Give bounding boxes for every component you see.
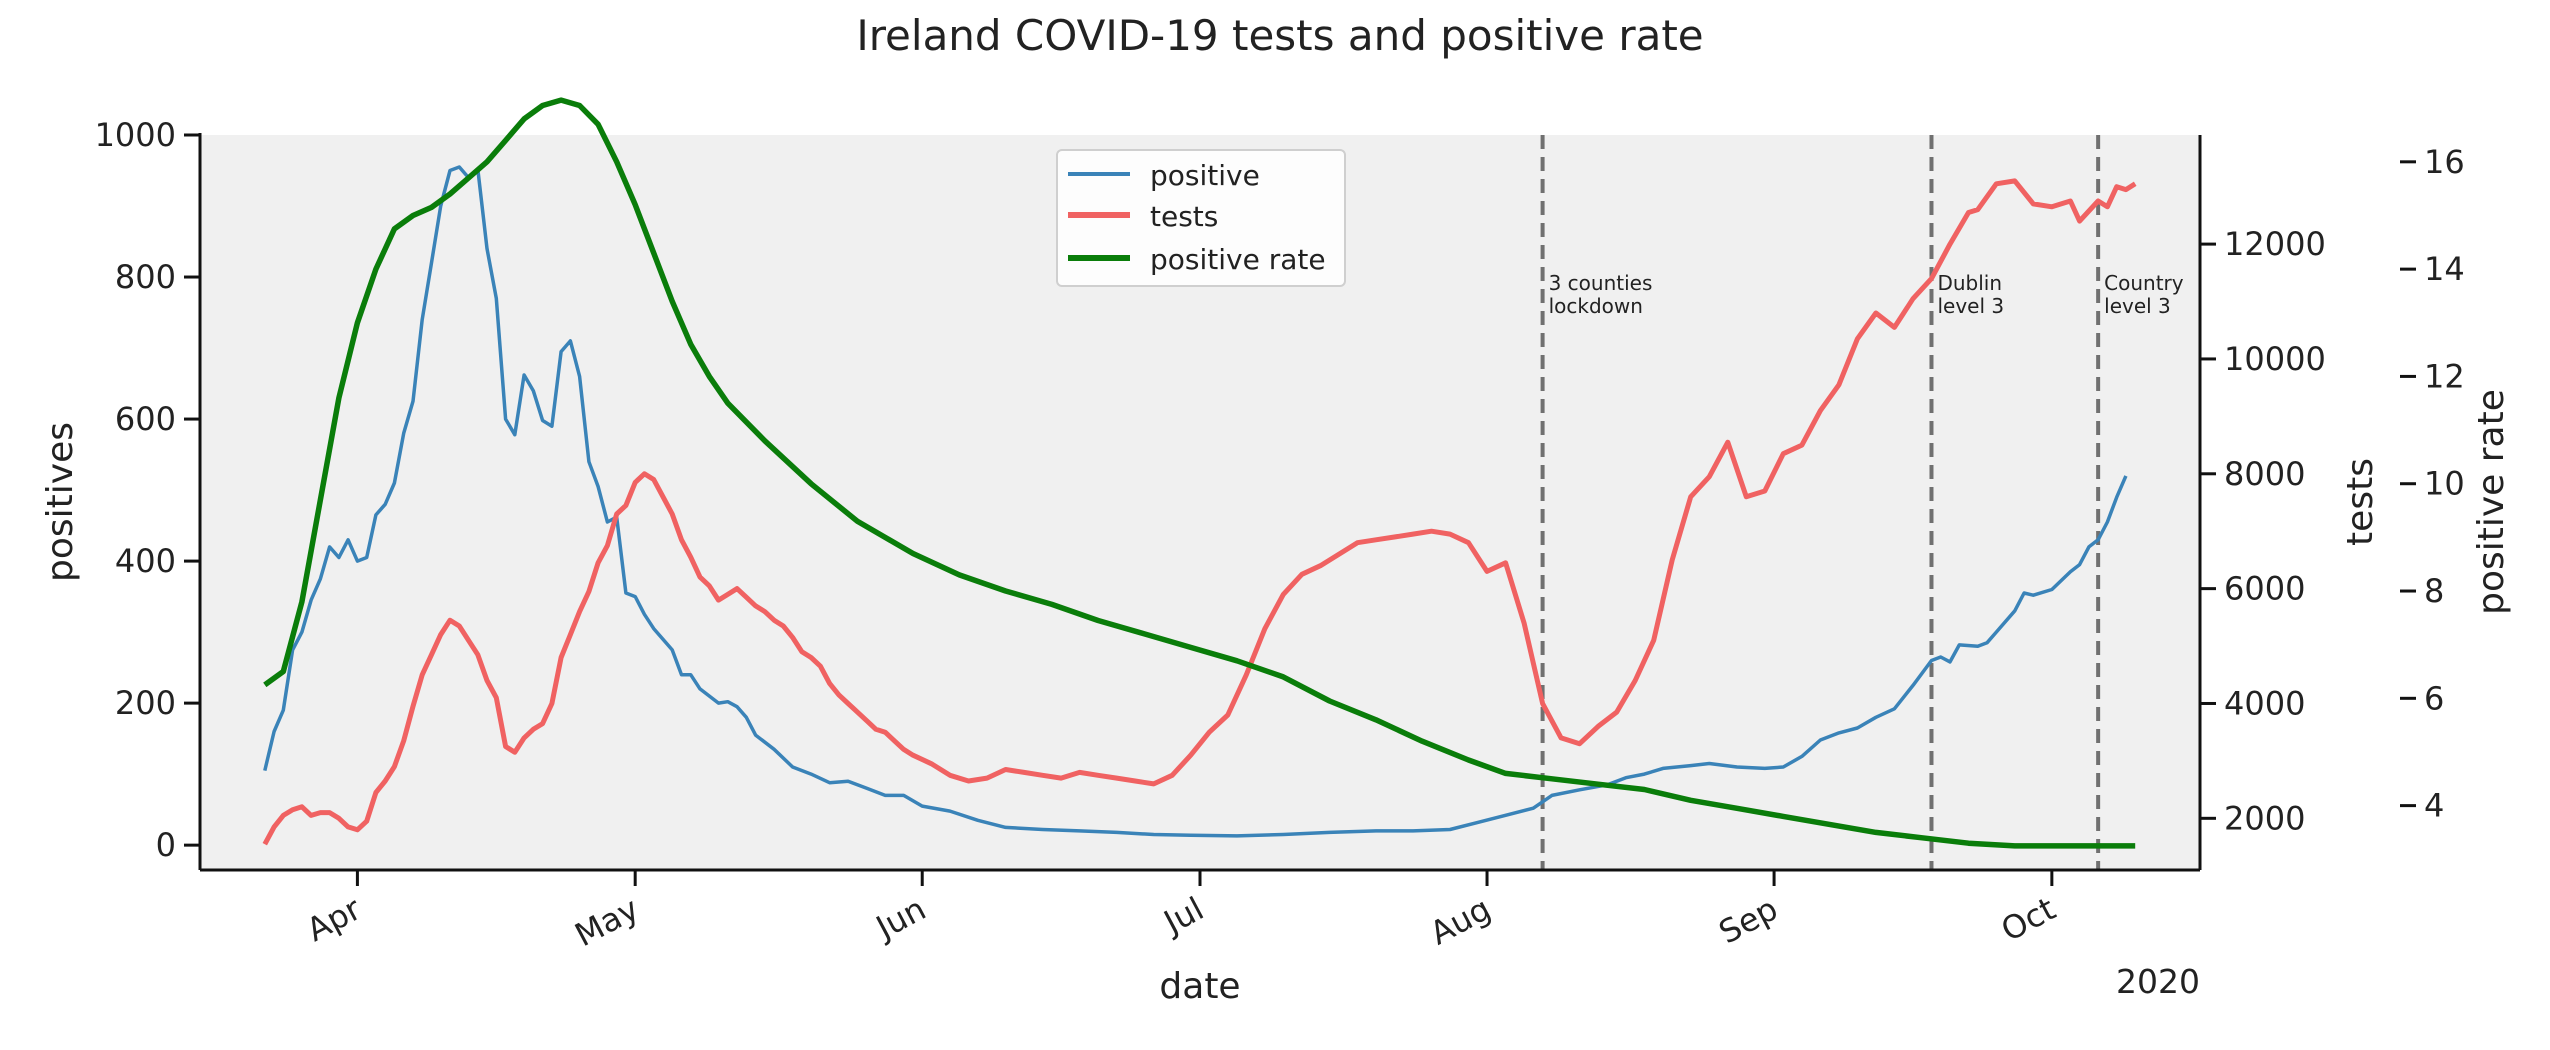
left-tick-label-3: 600 — [115, 400, 176, 438]
axes: 0 200 400 600 800 1000 2000 4000 6000 8000 10000 12… — [95, 116, 2465, 954]
far-right-tick-label-0: 4 — [2424, 787, 2444, 825]
x-axis-label: date — [1159, 966, 1240, 1007]
right-tick-label-4: 10000 — [2224, 340, 2326, 378]
left-tick-label-2: 400 — [115, 542, 176, 580]
right-tick-label-3: 8000 — [2224, 455, 2305, 493]
chart-title: Ireland COVID-19 tests and positive rate — [856, 11, 1703, 60]
far-right-tick-label-6: 16 — [2424, 143, 2465, 181]
left-tick-label-1: 200 — [115, 684, 176, 722]
series-line-positive — [263, 165, 2128, 838]
far-right-tick-label-5: 14 — [2424, 250, 2465, 288]
x-axis-year-label: 2020 — [2116, 962, 2200, 1001]
right-tick-label-1: 4000 — [2224, 684, 2305, 722]
annotation-label-0-0: 3 counties — [1549, 271, 1653, 295]
x-tick-label-2: Jun — [868, 890, 932, 948]
annotation-label-1-1: level 3 — [1937, 294, 2004, 318]
x-tick-label-6: Oct — [1995, 890, 2062, 950]
right-tick-label-2: 6000 — [2224, 570, 2305, 608]
legend: positive tests positive rate — [1056, 149, 1346, 287]
series-layer — [262, 97, 2137, 849]
annotation-label-2-1: level 3 — [2104, 294, 2171, 318]
right-tick-label-5: 12000 — [2224, 225, 2326, 263]
annotation-label-0-1: lockdown — [1549, 294, 1643, 318]
far-right-tick-label-1: 6 — [2424, 679, 2444, 717]
series-line-tests — [262, 178, 2137, 846]
left-tick-label-0: 0 — [156, 826, 176, 864]
legend-box — [1056, 149, 1346, 287]
left-axis-label: positives — [40, 422, 81, 582]
far-right-tick-label-4: 12 — [2424, 357, 2465, 395]
x-tick-label-3: Jul — [1156, 890, 1210, 943]
far-right-tick-label-3: 10 — [2424, 465, 2465, 503]
legend-label-positive-rate: positive rate — [1150, 243, 1326, 276]
legend-label-positive: positive — [1150, 159, 1260, 192]
legend-label-tests: tests — [1150, 200, 1218, 233]
x-tick-label-5: Sep — [1713, 890, 1784, 952]
right-tick-label-0: 2000 — [2224, 799, 2305, 837]
annotation-label-2-0: Country — [2104, 271, 2184, 295]
x-tick-label-1: May — [569, 890, 645, 955]
x-tick-label-0: Apr — [300, 889, 367, 949]
left-tick-label-5: 1000 — [95, 116, 176, 154]
far-right-axis-label: positive rate — [2471, 389, 2512, 615]
left-tick-label-4: 800 — [115, 258, 176, 296]
series-line-positive-rate — [263, 97, 2136, 849]
annotation-label-1-0: Dublin — [1937, 271, 2002, 295]
right-axis-label: tests — [2340, 458, 2381, 546]
x-tick-label-4: Aug — [1424, 890, 1497, 953]
far-right-tick-label-2: 8 — [2424, 572, 2444, 610]
